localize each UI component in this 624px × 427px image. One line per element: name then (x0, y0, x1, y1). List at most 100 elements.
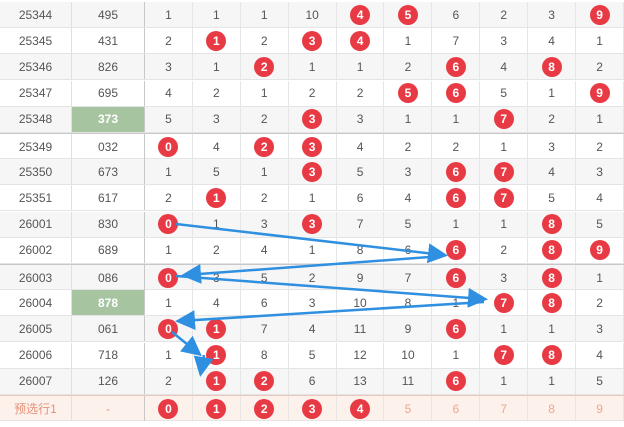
digit-cell: 10 (337, 290, 385, 316)
draw-number: 695 (72, 80, 145, 106)
digit-cell: 6 (241, 290, 289, 316)
hit-ball[interactable]: 4 (350, 398, 371, 419)
preselect-sum: - (72, 396, 145, 421)
digit-cell: 1 (385, 106, 433, 132)
digit-cell: 1 (193, 316, 241, 342)
hit-ball: 0 (158, 214, 179, 235)
digit-cell: 10 (289, 2, 337, 27)
digit-cell: 3 (576, 316, 624, 342)
digit-cell: 1 (576, 28, 624, 54)
digit-cell[interactable]: 8 (528, 396, 577, 421)
digit-cell: 3 (289, 134, 337, 159)
digit-cell: 0 (145, 316, 193, 342)
digit-cell: 8 (528, 211, 577, 237)
digit-cell: 1 (528, 316, 577, 342)
digit-cell: 3 (241, 211, 289, 237)
table-row: 25345 431 2 1 2 3 4 1 7 3 4 1 (0, 28, 624, 55)
digit-cell: 1 (241, 159, 289, 185)
hit-ball[interactable]: 1 (206, 398, 227, 419)
digit-cell: 8 (528, 290, 577, 316)
digit-cell: 6 (289, 368, 337, 394)
hit-ball: 6 (445, 240, 466, 261)
hit-ball: 1 (206, 318, 227, 339)
digit-cell: 2 (385, 134, 433, 159)
digit-cell: 2 (241, 28, 289, 54)
preselect-row[interactable]: 预选行1-0 1 2 3 4 5 6 7 8 9 (0, 395, 624, 421)
hit-ball: 8 (541, 240, 562, 261)
hit-ball: 7 (493, 292, 514, 313)
preselect-label: 预选行1 (0, 396, 72, 421)
hit-ball: 3 (302, 30, 323, 51)
hit-ball[interactable]: 0 (158, 398, 179, 419)
digit-cell: 1 (480, 211, 529, 237)
digit-cell: 3 (289, 159, 337, 185)
digit-cell[interactable]: 3 (289, 396, 337, 421)
digit-cell: 8 (528, 342, 577, 368)
issue-number: 26001 (0, 211, 72, 237)
draw-number: 032 (72, 134, 145, 159)
digit-cell: 1 (432, 106, 481, 132)
digit-cell: 0 (145, 134, 193, 159)
digit-cell: 8 (528, 265, 577, 290)
hit-ball[interactable]: 3 (302, 398, 323, 419)
draw-number: 617 (72, 185, 145, 211)
digit-cell: 5 (576, 368, 624, 394)
digit-cell: 5 (576, 211, 624, 237)
digit-cell: 2 (576, 290, 624, 316)
digit-cell: 5 (193, 159, 241, 185)
digit-cell: 2 (241, 54, 289, 80)
digit-cell: 1 (576, 106, 624, 132)
digit-cell: 2 (289, 80, 337, 106)
hit-ball[interactable]: 2 (254, 398, 275, 419)
digit-cell: 4 (337, 2, 385, 27)
digit-cell: 3 (385, 159, 433, 185)
table-row: 25344 495 1 1 1 10 4 5 6 2 3 9 (0, 2, 624, 28)
digit-cell[interactable]: 7 (480, 396, 529, 421)
hit-ball: 6 (445, 161, 466, 182)
digit-cell: 4 (576, 185, 624, 211)
table-row: 25349 032 0 4 2 3 4 2 2 1 3 2 (0, 133, 624, 159)
digit-cell: 7 (480, 185, 529, 211)
hit-ball: 3 (302, 136, 323, 157)
hit-ball: 7 (493, 187, 514, 208)
digit-cell[interactable]: 4 (337, 396, 385, 421)
digit-cell: 3 (289, 290, 337, 316)
hit-ball: 0 (158, 136, 179, 157)
digit-cell[interactable]: 9 (576, 396, 624, 421)
digit-cell: 1 (432, 290, 481, 316)
table-row: 25351 617 2 1 2 1 6 4 6 7 5 4 (0, 185, 624, 212)
digit-cell: 4 (576, 342, 624, 368)
hit-ball: 5 (397, 4, 418, 25)
table-row: 25347 695 4 2 1 2 2 5 6 5 1 9 (0, 80, 624, 107)
digit-cell: 4 (337, 28, 385, 54)
digit-cell: 2 (193, 80, 241, 106)
digit-cell: 2 (432, 134, 481, 159)
digit-cell: 1 (480, 368, 529, 394)
digit-cell[interactable]: 5 (385, 396, 433, 421)
draw-number: 495 (72, 2, 145, 27)
digit-cell: 1 (193, 54, 241, 80)
table-row: 26006 718 1 1 8 5 12 10 1 7 8 4 (0, 342, 624, 369)
digit-cell: 4 (145, 80, 193, 106)
digit-cell: 13 (337, 368, 385, 394)
digit-cell: 2 (480, 2, 529, 27)
digit-cell: 9 (576, 2, 624, 27)
draw-number: 061 (72, 316, 145, 342)
issue-number: 25345 (0, 28, 72, 54)
digit-cell: 8 (528, 54, 577, 80)
digit-cell: 1 (193, 211, 241, 237)
digit-cell: 3 (193, 106, 241, 132)
digit-cell: 9 (576, 237, 624, 263)
digit-cell: 4 (193, 134, 241, 159)
digit-cell: 3 (528, 134, 577, 159)
digit-cell[interactable]: 0 (145, 396, 193, 421)
digit-cell[interactable]: 6 (432, 396, 481, 421)
hit-ball: 6 (445, 187, 466, 208)
digit-cell: 2 (289, 265, 337, 290)
digit-cell: 1 (145, 290, 193, 316)
digit-cell[interactable]: 2 (241, 396, 289, 421)
table-row: 26002 689 1 2 4 1 8 6 6 2 8 9 (0, 237, 624, 264)
digit-cell: 1 (241, 2, 289, 27)
digit-cell: 4 (289, 316, 337, 342)
digit-cell[interactable]: 1 (193, 396, 241, 421)
